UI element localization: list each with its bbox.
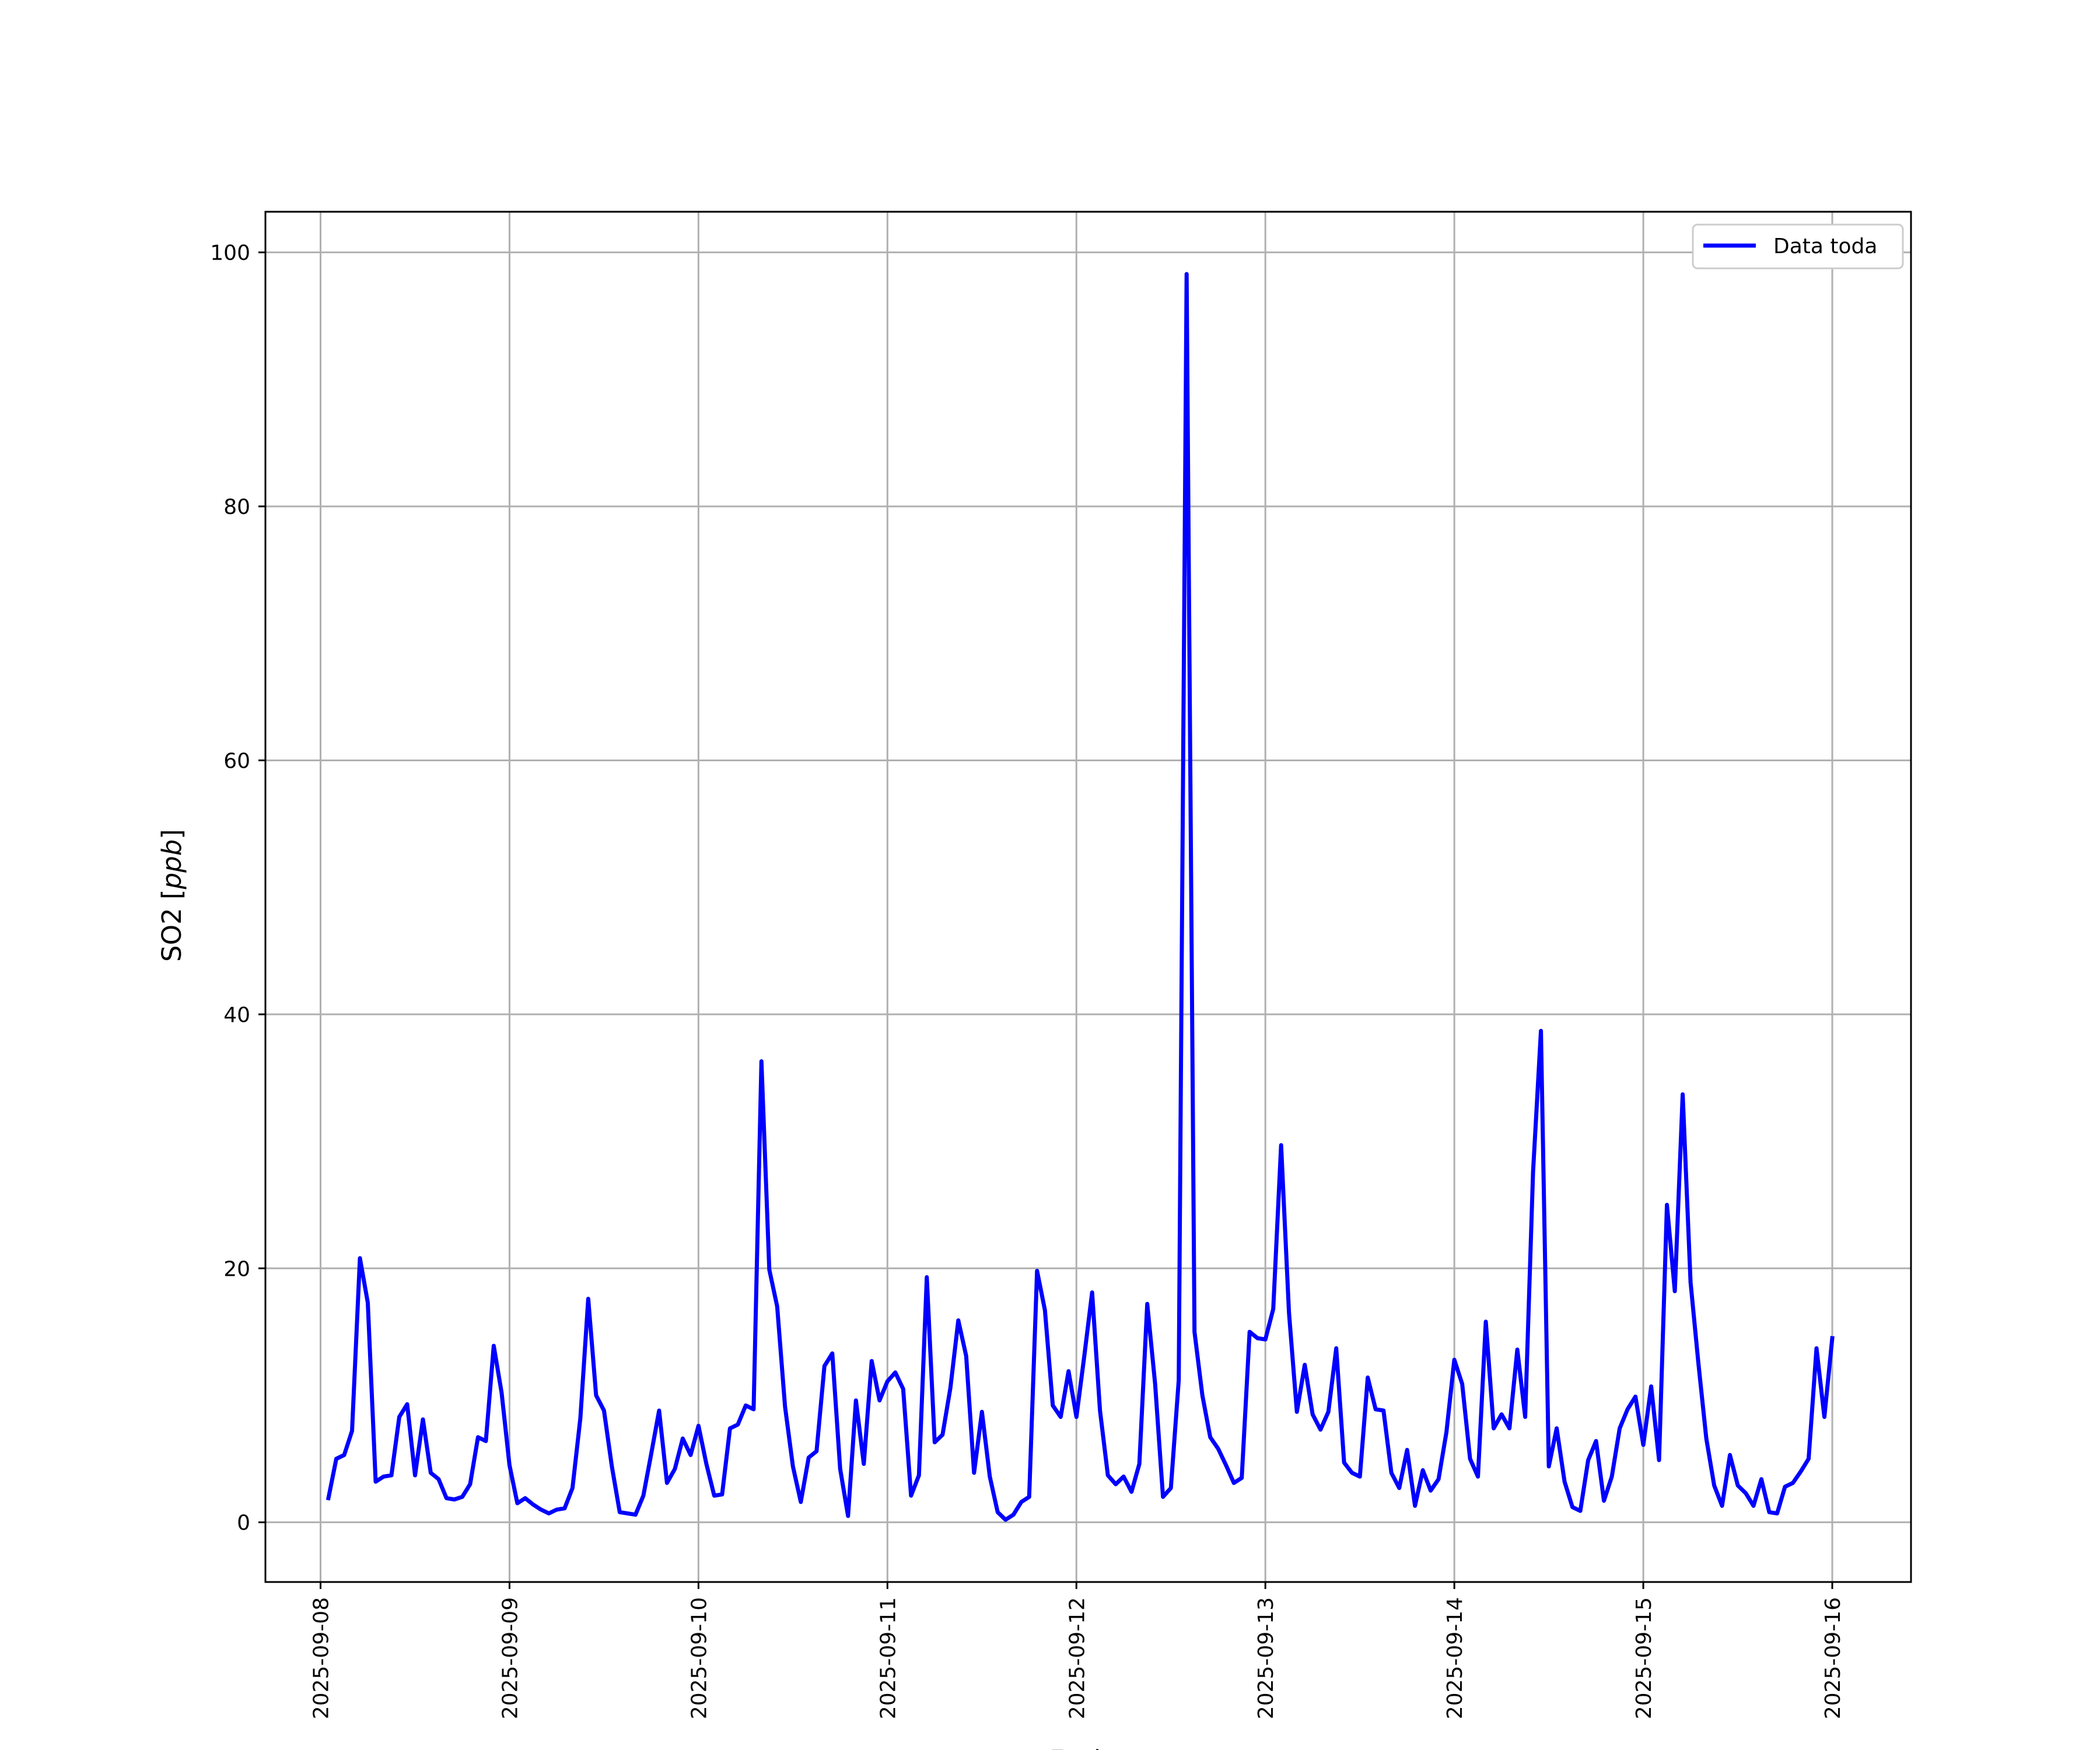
y-tick-label: 60 (223, 749, 250, 773)
y-axis-label-text: SO2 [ (156, 889, 187, 961)
y-axis-label: SO2 [ppb] (156, 829, 187, 962)
series-layer (326, 272, 1835, 1522)
legend: Data toda (1692, 223, 1904, 270)
x-tick-label: 2025-09-12 (1065, 1597, 1089, 1719)
x-tick-label: 2025-09-16 (1821, 1597, 1845, 1719)
x-tick-label: 2025-09-14 (1443, 1597, 1467, 1719)
y-tick-label: 20 (223, 1257, 250, 1281)
x-tick-label: 2025-09-08 (309, 1597, 333, 1719)
x-axis: 2025-09-08 2025-09-09 2025-09-10 2025-09-11… (309, 1582, 1845, 1719)
legend-box (1692, 223, 1904, 270)
x-tick-label: 2025-09-10 (687, 1597, 711, 1719)
x-tick-label: 2025-09-13 (1254, 1597, 1278, 1719)
x-tick-label: 2025-09-15 (1632, 1597, 1656, 1719)
plot-area (265, 212, 1911, 1582)
y-tick-label: 0 (237, 1511, 250, 1535)
plot-frame (264, 211, 1912, 1583)
grid (265, 212, 1911, 1582)
y-axis-label-unit: ppb (156, 839, 187, 890)
y-tick-label: 100 (210, 242, 250, 265)
series-line (326, 272, 1835, 1522)
y-tick-label: 80 (223, 495, 250, 519)
y-axis-label-close: ] (156, 829, 187, 839)
x-tick-label: 2025-09-09 (498, 1597, 522, 1719)
x-tick-label: 2025-09-11 (876, 1597, 900, 1719)
y-axis: 0 20 40 60 80 100 (210, 242, 265, 1535)
y-tick-label: 40 (223, 1003, 250, 1027)
x-axis-label: Fecha (1049, 1745, 1126, 1750)
legend-label: Data toda (1773, 235, 1877, 258)
